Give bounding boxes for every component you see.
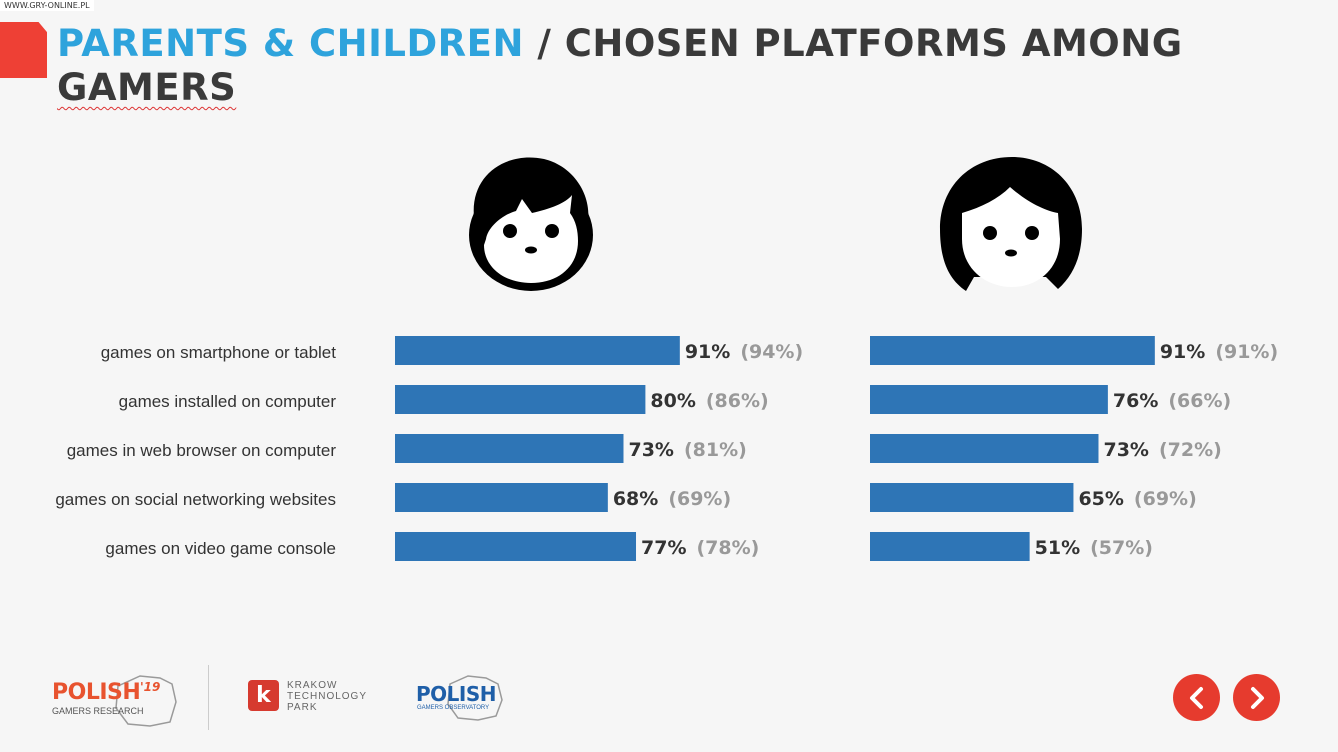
bar-value-label: 51% [1035,537,1080,559]
footer-divider [208,665,209,730]
previous-slide-button[interactable] [1173,674,1220,721]
page-title: PARENTS & CHILDREN / CHOSEN PLATFORMS AM… [57,22,1207,110]
logo3-subtitle: GAMERS OBSERVATORY [417,705,490,711]
bar-value-label: 68% [613,488,658,510]
bar-previous-value-label: (81%) [684,439,747,461]
bar-previous-value-label: (78%) [696,537,759,559]
bar [395,336,680,365]
bar-previous-value-label: (91%) [1215,341,1278,363]
title-last-word: GAMERS [57,66,237,109]
polish-gamers-observatory-logo: POLISH GAMERS OBSERVATORY [414,672,506,722]
title-highlight: PARENTS & CHILDREN [57,22,524,65]
bar-previous-value-label: (69%) [668,488,731,510]
bar-previous-value-label: (57%) [1090,537,1153,559]
bar [395,434,624,463]
site-watermark: WWW.GRY-ONLINE.PL [0,0,94,11]
category-label: games in web browser on computer [67,441,337,460]
girl-face-icon [936,155,1086,293]
ktp-line3: PARK [287,702,318,713]
bar-previous-value-label: (66%) [1168,390,1231,412]
bar [870,483,1074,512]
bar [870,434,1099,463]
bar [870,336,1155,365]
title-separator: / [537,22,552,65]
bar-value-label: 91% [1160,341,1205,363]
category-label: games on smartphone or tablet [101,343,337,362]
krakow-technology-park-logo: k KRAKOW TECHNOLOGY PARK [248,680,398,720]
red-corner-tab [0,22,47,78]
ktp-line2: TECHNOLOGY [287,691,368,702]
bar [870,532,1030,561]
bar-previous-value-label: (72%) [1159,439,1222,461]
bar-value-label: 91% [685,341,730,363]
ktp-mark: k [248,680,279,711]
bar-previous-value-label: (69%) [1134,488,1197,510]
category-label: games installed on computer [119,392,337,411]
bar-value-label: 65% [1078,488,1123,510]
logo1-name: POLISH [52,680,141,705]
category-label: games on video game console [105,539,336,558]
bar [870,385,1108,414]
chevron-left-icon [1189,686,1203,709]
boy-face-icon [466,155,596,291]
bar-value-label: 77% [641,537,686,559]
title-rest: CHOSEN PLATFORMS AMONG [564,22,1183,65]
bar-value-label: 80% [650,390,695,412]
bar [395,385,646,414]
bar [395,483,608,512]
logo1-subtitle: GAMERS RESEARCH [52,706,144,716]
bar-previous-value-label: (86%) [706,390,769,412]
chevron-right-icon [1250,686,1264,709]
bar-value-label: 73% [628,439,673,461]
bar-value-label: 76% [1113,390,1158,412]
logo3-name: POLISH [416,682,497,706]
ktp-text: KRAKOW TECHNOLOGY PARK [287,680,367,713]
bar [395,532,637,561]
ktp-line1: KRAKOW [287,680,338,691]
polish-gamers-research-logo: POLISH '19 GAMERS RESEARCH [50,672,180,730]
next-slide-button[interactable] [1233,674,1280,721]
category-label: games on social networking websites [55,490,336,509]
platform-bar-charts: games on smartphone or tablet games insta… [55,336,1278,561]
bar-previous-value-label: (94%) [740,341,803,363]
bar-value-label: 73% [1103,439,1148,461]
logo1-year: '19 [140,680,161,694]
